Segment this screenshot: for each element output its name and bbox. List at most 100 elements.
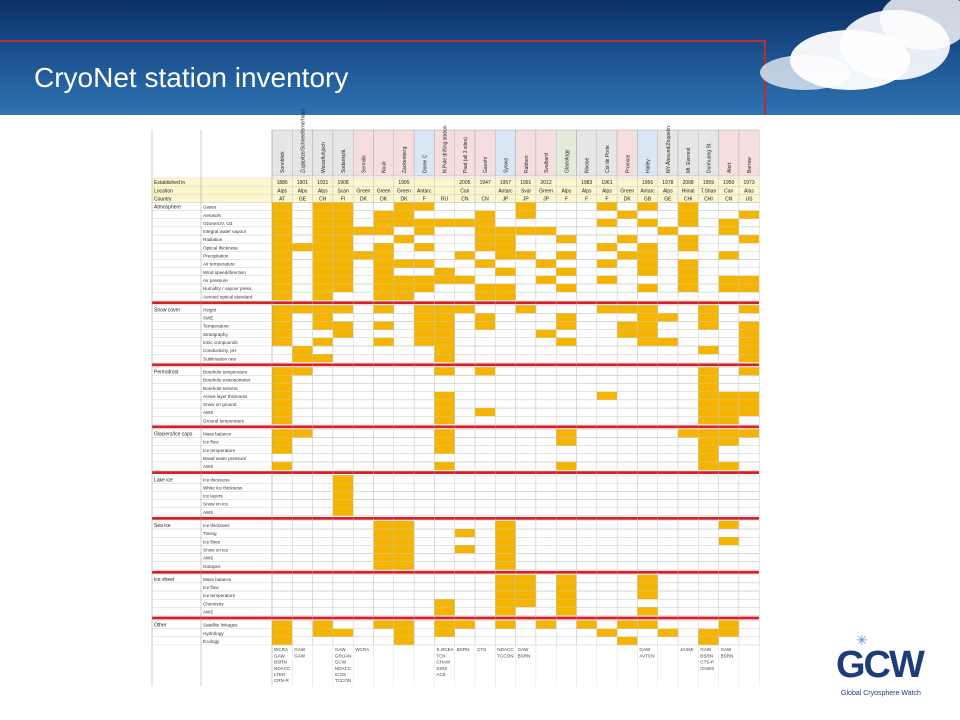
grid-cell [312, 367, 334, 376]
grid-cell [373, 582, 394, 592]
grid-cell [677, 620, 699, 629]
grid-cell [576, 399, 597, 409]
grid-cell [535, 528, 557, 538]
grid-cell [576, 337, 597, 347]
measured-cell [393, 210, 415, 219]
grid-cell [657, 636, 679, 646]
measured-cell [495, 599, 516, 608]
measured-cell [272, 408, 293, 417]
grid-cell [616, 528, 638, 538]
grid-cell [474, 599, 496, 608]
measured-cell [718, 628, 739, 637]
grid-cell [637, 636, 658, 646]
grid-cell [616, 202, 638, 211]
measured-cell [637, 329, 658, 338]
grid-cell [312, 429, 334, 438]
grid-cell [495, 429, 516, 438]
grid-cell [677, 407, 699, 417]
grid-cell [393, 474, 415, 484]
measured-cell [393, 545, 415, 554]
grid-cell [657, 582, 679, 592]
grid-cell [312, 383, 334, 392]
grid-cell [413, 528, 435, 538]
grid-cell [474, 545, 496, 554]
measured-cell [495, 283, 516, 293]
station-name: Syowa [503, 158, 509, 173]
grid-cell [556, 520, 577, 530]
meta-cell-value: FI [341, 196, 345, 202]
grid-cell [535, 243, 557, 252]
header-accent-line [0, 40, 766, 42]
grid-cell [515, 345, 537, 355]
measured-cell [434, 416, 455, 425]
measured-cell [637, 591, 658, 600]
grid-cell [576, 528, 597, 538]
grid-cell [556, 445, 577, 454]
measured-cell [434, 329, 455, 338]
grid-cell [515, 218, 537, 228]
grid-cell [373, 507, 394, 517]
grid-cell [454, 499, 476, 508]
grid-cell [515, 375, 537, 384]
grid-cell [616, 520, 638, 530]
grid-cell [596, 620, 618, 629]
grid-cell [535, 283, 557, 293]
grid-cell [718, 305, 740, 314]
grid-cell [312, 528, 334, 538]
grid-cell [292, 474, 313, 484]
grid-cell [718, 607, 740, 616]
grid-cell [312, 537, 334, 546]
measured-cell [515, 574, 536, 583]
grid-cell [495, 329, 516, 339]
measured-cell [617, 636, 638, 645]
grid-cell [616, 607, 638, 616]
measured-cell [353, 251, 374, 260]
network-label: GAWS [700, 666, 714, 671]
measured-cell [272, 226, 293, 236]
grid-cell [413, 590, 435, 600]
grid-cell [637, 391, 658, 401]
measured-cell [678, 235, 699, 244]
grid-cell [312, 499, 334, 508]
meta-cell-value: DK [380, 196, 388, 202]
measured-cell [272, 445, 293, 454]
grid-cell [373, 416, 394, 425]
grid-cell [596, 375, 618, 384]
grid-cell [657, 321, 679, 330]
grid-cell [413, 375, 435, 384]
grid-cell [535, 599, 557, 608]
grid-cell [495, 321, 516, 330]
grid-cell [413, 607, 435, 616]
grid-cell [698, 202, 719, 211]
measured-cell [515, 210, 536, 219]
grid-cell [474, 520, 496, 530]
measured-cell [698, 408, 719, 417]
grid-cell [576, 474, 597, 484]
measured-cell [373, 210, 394, 219]
grid-cell [677, 391, 699, 401]
grid-cell [576, 383, 597, 392]
network-label: WCRA [274, 647, 289, 652]
grid-cell [393, 582, 415, 592]
table-row [151, 437, 760, 446]
meta-cell-value: AT [279, 196, 285, 202]
grid-cell [576, 321, 597, 330]
grid-cell [657, 429, 679, 438]
grid-cell [637, 429, 658, 438]
grid-cell [576, 582, 597, 592]
grid-cell [596, 321, 618, 330]
measured-cell [332, 259, 354, 268]
measured-cell [272, 251, 293, 260]
grid-cell [576, 599, 597, 608]
parameter-label: Optical thickness [203, 245, 238, 250]
measured-cell [414, 329, 435, 338]
grid-cell [312, 391, 334, 401]
grid-cell [373, 628, 394, 637]
grid-cell [495, 474, 516, 484]
grid-cell [353, 590, 374, 600]
grid-cell [332, 383, 354, 392]
grid-cell [373, 574, 394, 584]
grid-cell [718, 345, 740, 355]
grid-cell [474, 251, 496, 260]
grid-cell [373, 453, 394, 463]
